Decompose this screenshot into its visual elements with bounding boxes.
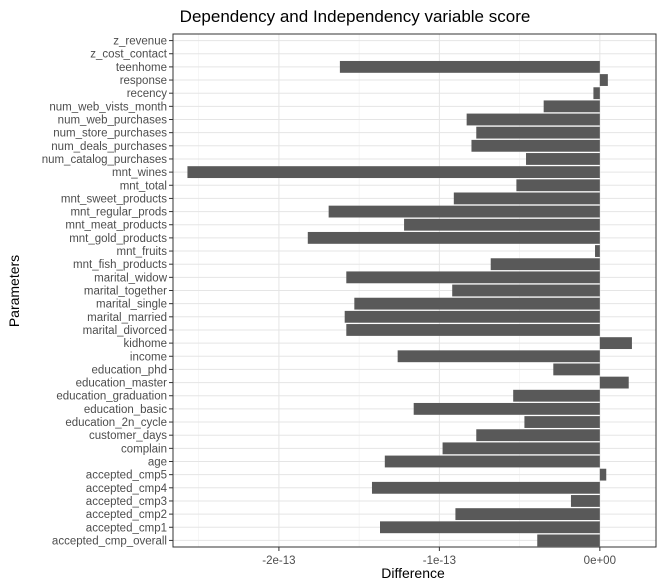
bar-education_phd xyxy=(553,363,600,376)
bar-accepted_cmp4 xyxy=(371,481,600,494)
y-axis-title: Parameters xyxy=(6,255,22,327)
bar-mnt_fish_products xyxy=(490,258,600,271)
y-tick-label-accepted_cmp3: accepted_cmp3 xyxy=(86,496,167,508)
y-tick-label-mnt_regular_prods: mnt_regular_prods xyxy=(70,207,167,219)
y-tick-label-mnt_meat_products: mnt_meat_products xyxy=(65,220,167,232)
y-tick-label-mnt_wines: mnt_wines xyxy=(112,167,167,179)
y-tick-label-accepted_cmp1: accepted_cmp1 xyxy=(86,522,167,534)
bar-customer_days xyxy=(476,429,600,442)
chart-title: Dependency and Independency variable sco… xyxy=(180,7,531,26)
bar-marital_together xyxy=(452,284,600,297)
x-tick-label: -2e-13 xyxy=(262,555,295,567)
y-tick-label-num_deals_purchases: num_deals_purchases xyxy=(51,141,167,153)
y-tick-label-marital_divorced: marital_divorced xyxy=(83,325,167,337)
y-tick-label-num_web_purchases: num_web_purchases xyxy=(58,115,168,127)
y-tick-label-num_store_purchases: num_store_purchases xyxy=(53,128,167,140)
bar-mnt_regular_prods xyxy=(328,205,600,218)
bar-recency xyxy=(593,87,600,100)
bar-accepted_cmp1 xyxy=(380,521,600,534)
y-tick-label-num_catalog_purchases: num_catalog_purchases xyxy=(42,154,168,166)
y-tick-label-response: response xyxy=(120,75,167,87)
y-tick-label-accepted_cmp2: accepted_cmp2 xyxy=(86,509,167,521)
bar-mnt_meat_products xyxy=(404,218,600,231)
y-tick-label-mnt_gold_products: mnt_gold_products xyxy=(69,233,167,245)
y-tick-label-age: age xyxy=(148,457,167,469)
y-tick-label-accepted_cmp_overall: accepted_cmp_overall xyxy=(52,535,167,547)
bar-mnt_total xyxy=(516,179,600,192)
bar-education_basic xyxy=(413,402,600,415)
y-tick-label-education_graduation: education_graduation xyxy=(56,391,167,403)
y-tick-label-teenhome: teenhome xyxy=(116,62,167,74)
y-tick-label-complain: complain xyxy=(121,443,167,455)
bars xyxy=(187,60,632,547)
bar-accepted_cmp_overall xyxy=(537,534,600,547)
bar-mnt_sweet_products xyxy=(453,192,600,205)
y-tick-label-education_2n_cycle: education_2n_cycle xyxy=(65,417,167,429)
bar-education_master xyxy=(599,376,629,389)
y-tick-label-recency: recency xyxy=(127,88,168,100)
bar-age xyxy=(384,455,600,468)
bar-accepted_cmp3 xyxy=(570,495,600,507)
bar-num_deals_purchases xyxy=(471,139,600,152)
y-tick-label-kidhome: kidhome xyxy=(124,338,167,350)
bar-accepted_cmp2 xyxy=(455,508,600,521)
y-tick-label-mnt_sweet_products: mnt_sweet_products xyxy=(61,193,167,205)
y-tick-label-education_master: education_master xyxy=(76,378,168,390)
y-tick-label-mnt_fish_products: mnt_fish_products xyxy=(73,259,167,271)
bar-income xyxy=(397,350,600,363)
bar-mnt_fruits xyxy=(595,245,600,257)
bar-accepted_cmp5 xyxy=(599,468,607,481)
bar-kidhome xyxy=(599,337,632,350)
y-tick-labels: z_revenuez_cost_contactteenhomeresponser… xyxy=(42,36,173,547)
bar-marital_divorced xyxy=(346,324,600,336)
y-tick-label-marital_single: marital_single xyxy=(96,299,167,311)
bar-num_store_purchases xyxy=(476,126,600,139)
bar-response xyxy=(599,74,608,86)
bar-marital_married xyxy=(344,310,600,323)
y-tick-label-education_phd: education_phd xyxy=(92,364,167,376)
bar-mnt_gold_products xyxy=(307,231,600,244)
y-tick-label-z_revenue: z_revenue xyxy=(113,36,167,48)
x-tick-label: -1e-13 xyxy=(423,555,456,567)
y-tick-label-accepted_cmp4: accepted_cmp4 xyxy=(86,483,168,495)
plot-panel xyxy=(172,33,657,548)
y-tick-label-accepted_cmp5: accepted_cmp5 xyxy=(86,470,167,482)
bar-mnt_wines xyxy=(187,166,600,179)
bar-education_graduation xyxy=(513,389,600,402)
y-tick-label-marital_together: marital_together xyxy=(84,286,167,298)
bar-num_web_vists_month xyxy=(543,100,600,113)
x-axis-title: Difference xyxy=(381,565,445,581)
y-tick-label-mnt_fruits: mnt_fruits xyxy=(117,246,168,258)
y-tick-label-mnt_total: mnt_total xyxy=(120,180,167,192)
y-tick-label-marital_widow: marital_widow xyxy=(94,272,168,284)
bar-complain xyxy=(442,442,600,455)
y-tick-label-customer_days: customer_days xyxy=(89,430,167,442)
x-tick-label: 0e+00 xyxy=(584,555,616,567)
x-tick-labels: -2e-13 -1e-13 0e+00 xyxy=(262,547,616,567)
bar-num_catalog_purchases xyxy=(526,153,600,165)
bar-marital_widow xyxy=(346,271,600,284)
y-tick-label-education_basic: education_basic xyxy=(84,404,167,416)
y-tick-label-marital_married: marital_married xyxy=(87,312,167,324)
bar-education_2n_cycle xyxy=(524,416,600,428)
y-tick-label-z_cost_contact: z_cost_contact xyxy=(90,49,168,61)
bar-num_web_purchases xyxy=(466,113,600,126)
y-tick-label-num_web_vists_month: num_web_vists_month xyxy=(49,101,167,113)
bar-teenhome xyxy=(339,60,600,73)
bar-marital_single xyxy=(354,297,600,310)
y-tick-label-income: income xyxy=(130,351,167,363)
